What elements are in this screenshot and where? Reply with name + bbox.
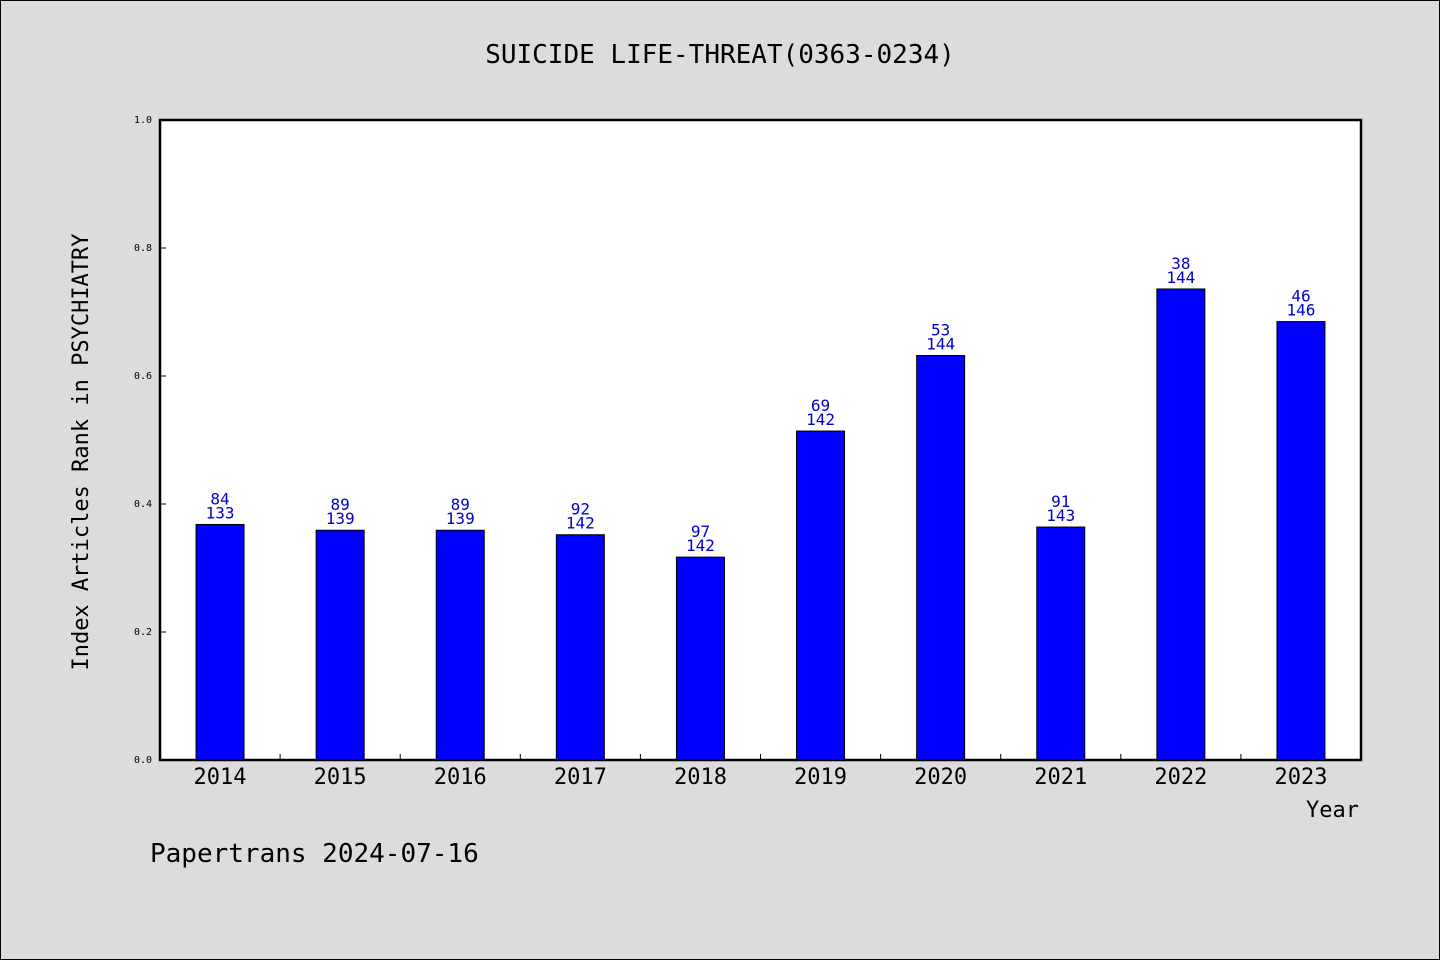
y-tick-label: 0.4 — [134, 499, 152, 510]
bar-label-total: 133 — [206, 503, 235, 522]
y-axis-title: Index Articles Rank in PSYCHIATRY — [69, 233, 94, 670]
bar-label-total: 144 — [1166, 268, 1195, 287]
x-tick-label: 2019 — [794, 765, 847, 790]
bar-label-rank: 91 — [1051, 492, 1070, 511]
bar-label-total: 143 — [1046, 506, 1075, 525]
bar-label-total: 139 — [446, 509, 475, 528]
y-tick-label: 0.0 — [134, 755, 152, 766]
bar-2022 — [1156, 288, 1206, 761]
y-tick-label: 0.2 — [134, 627, 152, 638]
bar-label-rank: 38 — [1171, 254, 1190, 273]
x-tick-label: 2021 — [1034, 765, 1087, 790]
bar-label-rank: 89 — [451, 495, 470, 514]
chart-title: SUICIDE LIFE-THREAT(0363-0234) — [485, 40, 955, 70]
bar-label-total: 144 — [926, 335, 955, 354]
x-axis: 2014 2015 2016 2017 2018 2019 2020 2021 2022 2023 — [194, 754, 1327, 790]
x-tick-label: 2016 — [434, 765, 487, 790]
x-axis-title: Year — [1306, 798, 1359, 823]
bar-2021 — [1036, 526, 1086, 761]
x-tick-label: 2014 — [194, 765, 247, 790]
footer-text: Papertrans 2024-07-16 — [150, 839, 479, 869]
bar-label-rank: 89 — [331, 495, 350, 514]
bar-series — [195, 288, 1326, 761]
bar-label-rank: 84 — [210, 489, 229, 508]
bar-2016 — [435, 529, 485, 761]
bar-label-rank: 46 — [1291, 287, 1310, 306]
bar-2023 — [1276, 321, 1326, 761]
bar-2019 — [796, 430, 846, 761]
bar-label-rank: 97 — [691, 522, 710, 541]
bar-2020 — [916, 355, 966, 761]
bar-2017 — [555, 534, 605, 761]
x-tick-label: 2022 — [1154, 765, 1207, 790]
bar-label-total: 142 — [806, 410, 835, 429]
x-tick-label: 2017 — [554, 765, 607, 790]
y-tick-label: 0.8 — [134, 243, 152, 254]
bar-2015 — [315, 529, 365, 761]
x-tick-label: 2018 — [674, 765, 727, 790]
bar-label-rank: 69 — [811, 396, 830, 415]
bar-label-total: 142 — [686, 536, 715, 555]
bar-label-total: 142 — [566, 514, 595, 533]
bar-label-rank: 53 — [931, 321, 950, 340]
y-axis: 0.0 0.2 0.4 0.6 0.8 1.0 — [134, 115, 166, 766]
bar-2014 — [195, 523, 245, 761]
bar-label-total: 139 — [326, 509, 355, 528]
x-tick-label: 2015 — [314, 765, 367, 790]
bar-label-total: 146 — [1286, 301, 1315, 320]
bar-2018 — [675, 556, 725, 761]
y-tick-label: 1.0 — [134, 115, 152, 126]
bar-label-rank: 92 — [571, 500, 590, 519]
x-tick-label: 2023 — [1274, 765, 1327, 790]
x-tick-label: 2020 — [914, 765, 967, 790]
y-tick-label: 0.6 — [134, 371, 152, 382]
